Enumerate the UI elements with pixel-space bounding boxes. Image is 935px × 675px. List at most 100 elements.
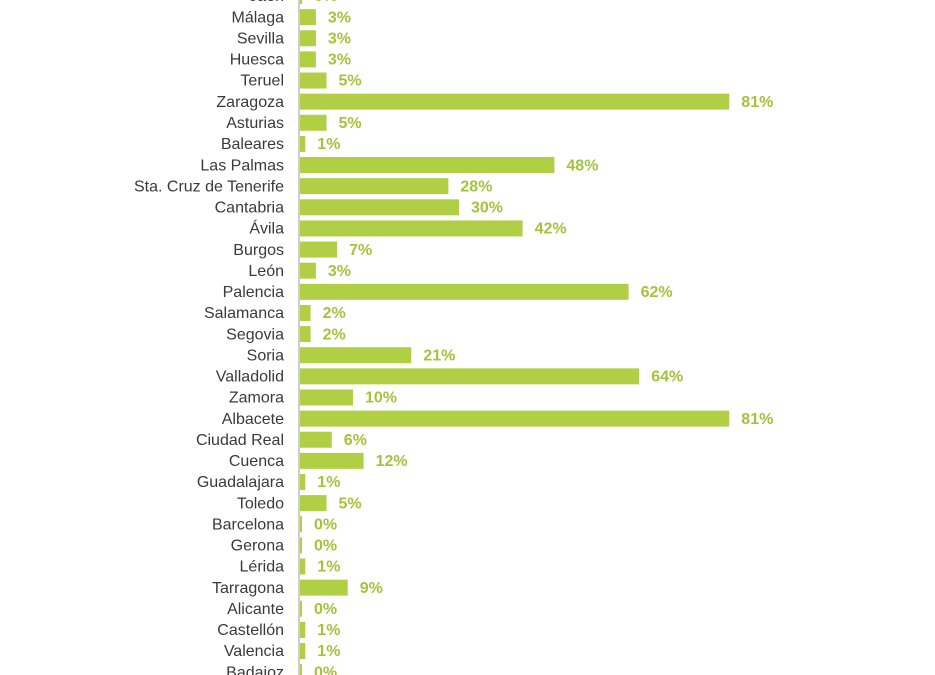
category-label: Castellón — [217, 622, 284, 639]
value-label: 0% — [314, 664, 337, 675]
category-label: Ciudad Real — [196, 432, 284, 449]
category-label: Asturias — [226, 115, 284, 132]
value-label: 64% — [651, 369, 683, 386]
bar — [300, 389, 353, 406]
category-label: Lérida — [240, 559, 285, 576]
category-label: Guadalajara — [197, 474, 284, 491]
category-label: Sevilla — [237, 30, 284, 47]
bar — [300, 51, 316, 68]
category-label: Zamora — [229, 390, 284, 407]
category-label: Málaga — [232, 9, 285, 26]
bar — [300, 516, 302, 533]
category-label: Ávila — [249, 219, 284, 238]
value-label: 42% — [535, 221, 567, 238]
bar — [300, 241, 338, 258]
category-label: León — [248, 263, 284, 280]
value-label: 1% — [317, 136, 340, 153]
value-label: 0% — [314, 538, 337, 555]
bar — [300, 347, 412, 364]
value-label: 10% — [365, 390, 397, 407]
bar — [300, 643, 306, 660]
bar — [300, 452, 364, 469]
category-label: Baleares — [221, 136, 284, 153]
value-label: 3% — [328, 52, 351, 69]
value-label: 5% — [339, 115, 362, 132]
value-label: 9% — [360, 580, 383, 597]
category-label: Valencia — [224, 643, 284, 660]
bar — [300, 220, 523, 237]
bar — [300, 178, 449, 195]
value-label: 3% — [328, 9, 351, 26]
bar — [300, 664, 302, 675]
category-label: Gerona — [231, 538, 284, 555]
category-label: Zaragoza — [216, 94, 284, 111]
bar — [300, 135, 306, 152]
bar — [300, 283, 629, 300]
bar — [300, 262, 316, 279]
category-label: Albacete — [222, 411, 284, 428]
category-label: Salamanca — [204, 305, 284, 322]
bar — [300, 621, 306, 638]
category-label: Badajoz — [226, 664, 284, 675]
bar — [300, 600, 302, 617]
value-label: 1% — [317, 643, 340, 660]
value-label: 5% — [339, 73, 362, 90]
value-label: 0% — [314, 601, 337, 618]
value-label: 1% — [317, 622, 340, 639]
bar — [300, 368, 640, 385]
bar — [300, 473, 306, 490]
value-label: 1% — [317, 559, 340, 576]
value-label: 21% — [423, 347, 455, 364]
bar — [300, 304, 311, 321]
bar — [300, 558, 306, 575]
bar — [300, 410, 730, 427]
bar — [300, 537, 302, 554]
bar — [300, 114, 327, 131]
value-label: 0% — [314, 516, 337, 533]
value-label: 0% — [314, 0, 337, 5]
category-label: Sta. Cruz de Tenerife — [134, 178, 284, 195]
category-label: Cantabria — [215, 200, 284, 217]
value-label: 2% — [323, 326, 346, 343]
bar — [300, 72, 327, 89]
category-label: Teruel — [240, 73, 284, 90]
value-label: 6% — [344, 432, 367, 449]
bar — [300, 495, 327, 512]
bar — [300, 199, 459, 216]
value-label: 12% — [376, 453, 408, 470]
category-label: Valladolid — [216, 369, 284, 386]
value-label: 62% — [641, 284, 673, 301]
category-label: Barcelona — [212, 516, 284, 533]
value-label: 7% — [349, 242, 372, 259]
category-label: Las Palmas — [200, 157, 284, 174]
category-label: Soria — [247, 347, 284, 364]
value-label: 3% — [328, 30, 351, 47]
bar — [300, 30, 316, 47]
bar — [300, 157, 555, 174]
value-label: 81% — [741, 94, 773, 111]
value-label: 5% — [339, 495, 362, 512]
bar — [300, 579, 348, 596]
value-label: 3% — [328, 263, 351, 280]
value-label: 48% — [566, 157, 598, 174]
value-label: 1% — [317, 474, 340, 491]
bar — [300, 326, 311, 343]
category-label: Segovia — [226, 326, 284, 343]
value-label: 81% — [741, 411, 773, 428]
value-label: 2% — [323, 305, 346, 322]
value-label: 28% — [460, 178, 492, 195]
category-label: Burgos — [233, 242, 284, 259]
bar — [300, 93, 730, 110]
value-label: 30% — [471, 200, 503, 217]
category-label: Alicante — [227, 601, 284, 618]
bar — [300, 9, 316, 26]
category-label: Huesca — [230, 52, 284, 69]
bar — [300, 0, 302, 4]
category-label: Cuenca — [229, 453, 284, 470]
category-label: Jaén — [249, 0, 284, 5]
category-label: Toledo — [237, 495, 284, 512]
category-label: Tarragona — [212, 580, 284, 597]
category-label: Palencia — [223, 284, 284, 301]
bar — [300, 431, 332, 448]
